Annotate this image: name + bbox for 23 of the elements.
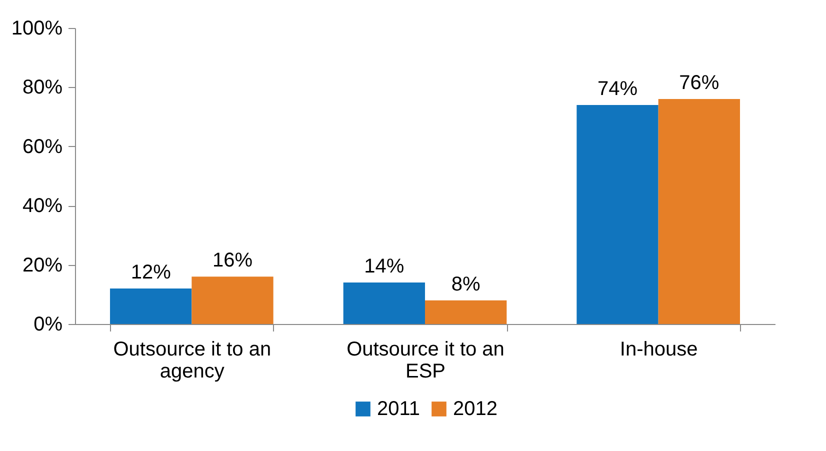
bar	[576, 104, 658, 324]
data-label: 76%	[679, 72, 720, 94]
data-label: 16%	[212, 250, 253, 272]
y-tick-label: 20%	[22, 254, 63, 276]
x-tick-label: Outsource it to an agency	[113, 338, 272, 382]
data-label: 12%	[130, 261, 172, 284]
x-tick-label: In-house	[620, 338, 698, 360]
legend-label: 2012	[453, 398, 498, 420]
data-label: 8%	[451, 273, 481, 296]
bar	[110, 288, 192, 324]
data-label: 74%	[597, 78, 638, 100]
bar	[192, 276, 274, 324]
bar	[658, 99, 740, 324]
x-tick-label: Outsource it to an ESP	[346, 338, 504, 382]
y-tick-label: 0%	[34, 314, 63, 336]
y-tick-label: 60%	[22, 136, 63, 158]
legend-label: 2011	[377, 398, 420, 420]
y-tick-label: 40%	[22, 195, 63, 218]
bar	[425, 300, 507, 324]
y-tick-label: 80%	[22, 76, 63, 99]
data-label: 14%	[364, 256, 404, 278]
y-tick-label: 100%	[11, 18, 63, 40]
bar	[343, 282, 425, 324]
